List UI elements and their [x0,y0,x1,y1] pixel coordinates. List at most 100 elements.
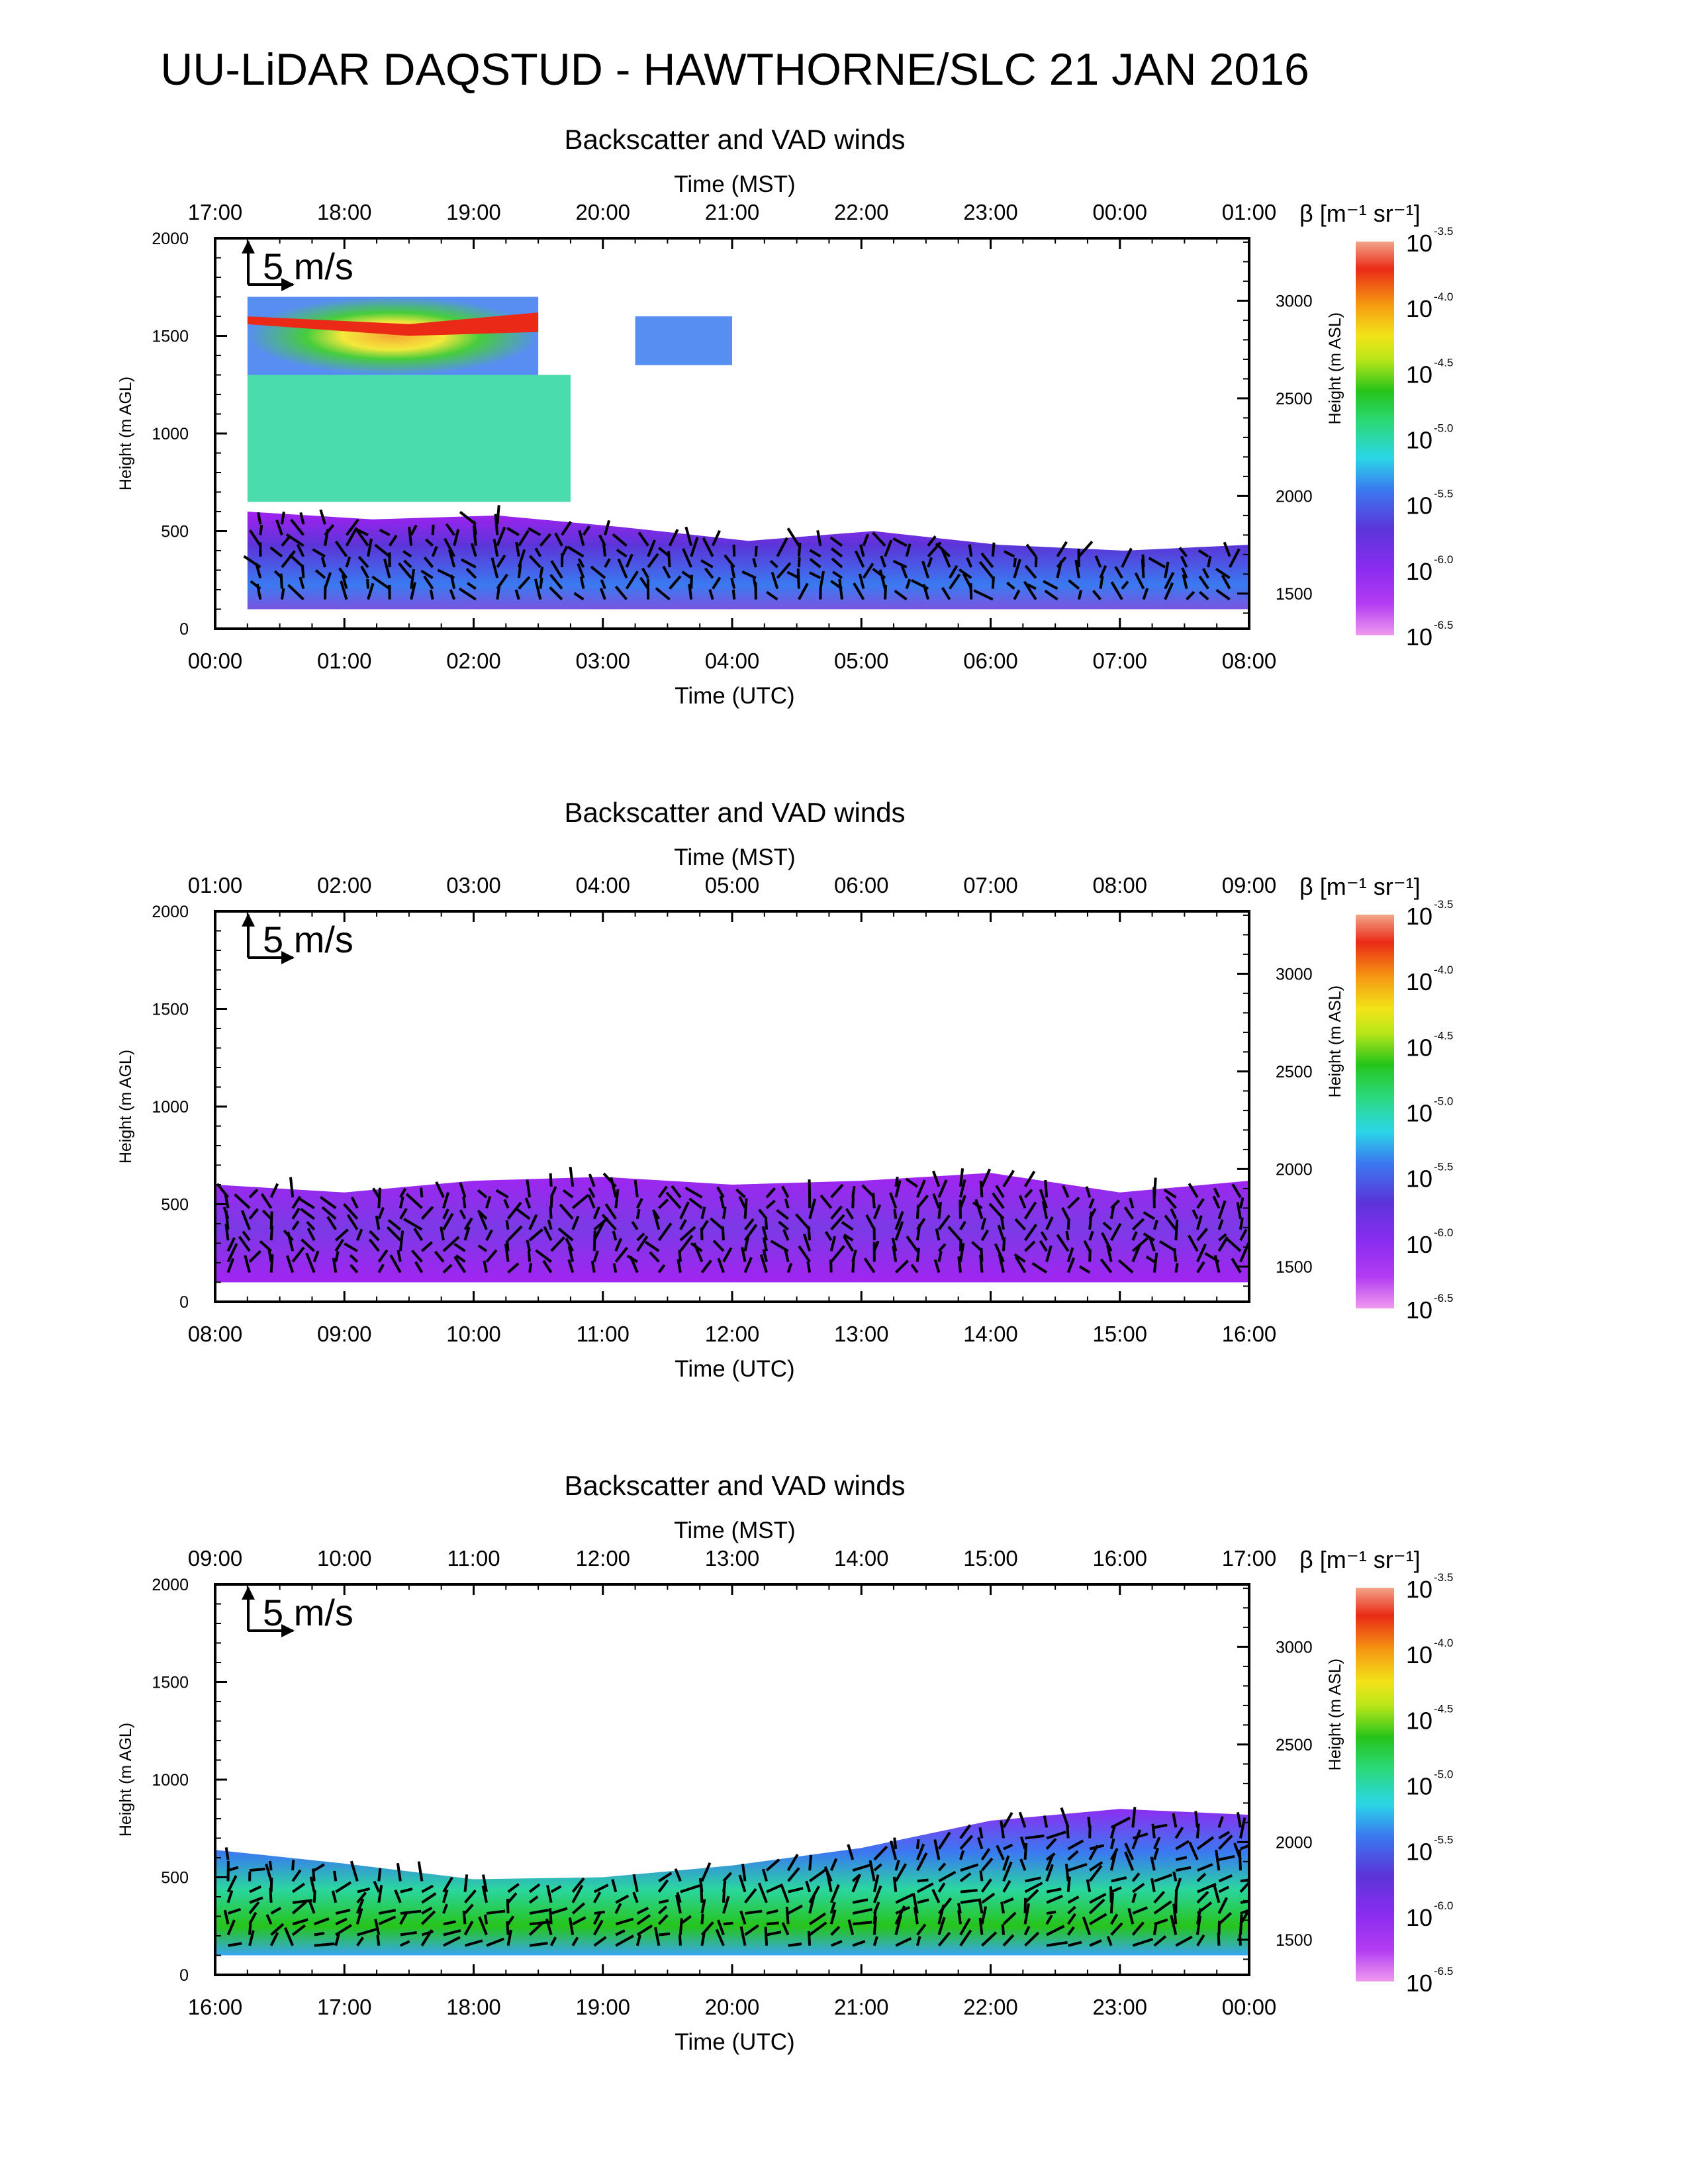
wind-vector [652,1210,661,1220]
wind-vector [260,1193,273,1209]
wind-vector [1131,1893,1137,1903]
wind-vector [809,549,821,558]
wind-vector [228,1942,242,1947]
wind-vector [1123,1206,1134,1220]
wind-vector [507,1225,523,1242]
colorbar-tick-base: 10 [1406,1839,1432,1866]
wind-vector [291,1220,300,1230]
wind-vector [679,1201,690,1220]
wind-vector [550,1236,565,1252]
wind-vector [872,567,886,579]
wind-vector [830,1205,843,1220]
wind-vector [776,562,792,579]
wind-vector [1221,574,1231,590]
wind-vector [1218,1886,1230,1893]
wind-vector [587,1194,596,1209]
wind-vector [809,1912,827,1925]
wind-vector [1068,1862,1088,1872]
wind-vector [292,1918,308,1926]
y-right-axis-label: Height (m ASL) [1326,985,1344,1098]
wind-vector [991,542,996,557]
colorbar-tick-exponent: -6.5 [1434,619,1453,631]
wind-vector [400,1940,410,1947]
wind-vector [830,1214,845,1231]
wind-vector [735,1188,746,1199]
wind-vector [280,588,285,600]
backscatter-layer [635,316,732,365]
wind-vector [1088,1208,1097,1220]
colorbar-tick-base: 10 [1406,1034,1432,1061]
wind-vector [1199,591,1209,601]
wind-vector [572,1916,586,1926]
wind-vector [485,1249,498,1263]
wind-vector [1082,1916,1092,1936]
wind-vector [769,559,778,569]
wind-vector [1002,1880,1011,1893]
wind-vector [636,1197,643,1209]
x-bottom-tick-label: 11:00 [577,1322,630,1346]
wind-vector [657,1914,669,1925]
wind-vector [1089,1939,1102,1947]
wind-vector [265,1914,273,1925]
wind-vector [483,1260,488,1273]
wind-vector [1110,1886,1122,1893]
x-bottom-tick-label: 16:00 [188,1995,243,2019]
wind-vector [852,1898,868,1904]
wind-vector [369,1230,380,1242]
wind-vector [1127,1908,1135,1925]
wind-vector [988,1203,1005,1220]
wind-vector [598,534,606,547]
wind-vector [688,1197,703,1209]
wind-vector [442,1263,453,1274]
y-left-axis-label: Height (m AGL) [117,1050,135,1163]
wind-vector [1023,580,1037,600]
wind-vector [1064,1864,1070,1882]
wind-vector [463,1903,474,1915]
wind-vector [259,524,263,535]
wind-vector [862,533,870,547]
wind-vector [604,520,611,535]
wind-vector [410,569,416,589]
wind-vector [1152,1219,1158,1230]
wind-vector [743,1257,753,1273]
wind-vector [978,1827,984,1839]
wind-vector [314,1932,325,1936]
wind-vector [937,1897,953,1915]
wind-vector [1045,1864,1054,1882]
wind-vector [350,1197,359,1209]
wind-vector [517,549,526,568]
wind-vector [250,580,261,590]
wind-vector [431,545,438,557]
wind-vector [470,543,477,557]
wind-vector [765,1187,776,1199]
wind-vector [625,570,639,590]
wind-vector [1170,1915,1178,1935]
wind-vector [372,1187,381,1199]
wind-vector [561,545,569,557]
wind-vector [1228,548,1241,568]
wind-vector [667,551,671,568]
wind-vector [1099,576,1104,589]
wind-vector [547,1219,553,1230]
wind-vector [1068,579,1080,590]
wind-vector [335,1909,351,1915]
wind-vector [1164,561,1170,578]
wind-vector [941,549,951,568]
wind-vector [378,1909,397,1915]
wind-vector [1046,1910,1056,1915]
wind-vector [1239,1914,1243,1935]
wind-vector [872,1885,882,1903]
x-top-tick-label: 01:00 [1222,200,1277,224]
wind-vector [889,1841,898,1860]
wind-vector [357,1927,378,1936]
plot-area [215,1807,1249,1956]
wind-vector [1219,1854,1235,1861]
wind-vector [873,1863,882,1872]
x-top-tick-label: 23:00 [963,200,1018,224]
wind-vector [761,1226,769,1241]
wind-vector [830,1940,843,1947]
wind-vector [1025,1834,1045,1840]
wind-vector [377,1868,382,1882]
x-bottom-tick-label: 14:00 [963,1322,1018,1346]
wind-vector [355,1898,365,1914]
